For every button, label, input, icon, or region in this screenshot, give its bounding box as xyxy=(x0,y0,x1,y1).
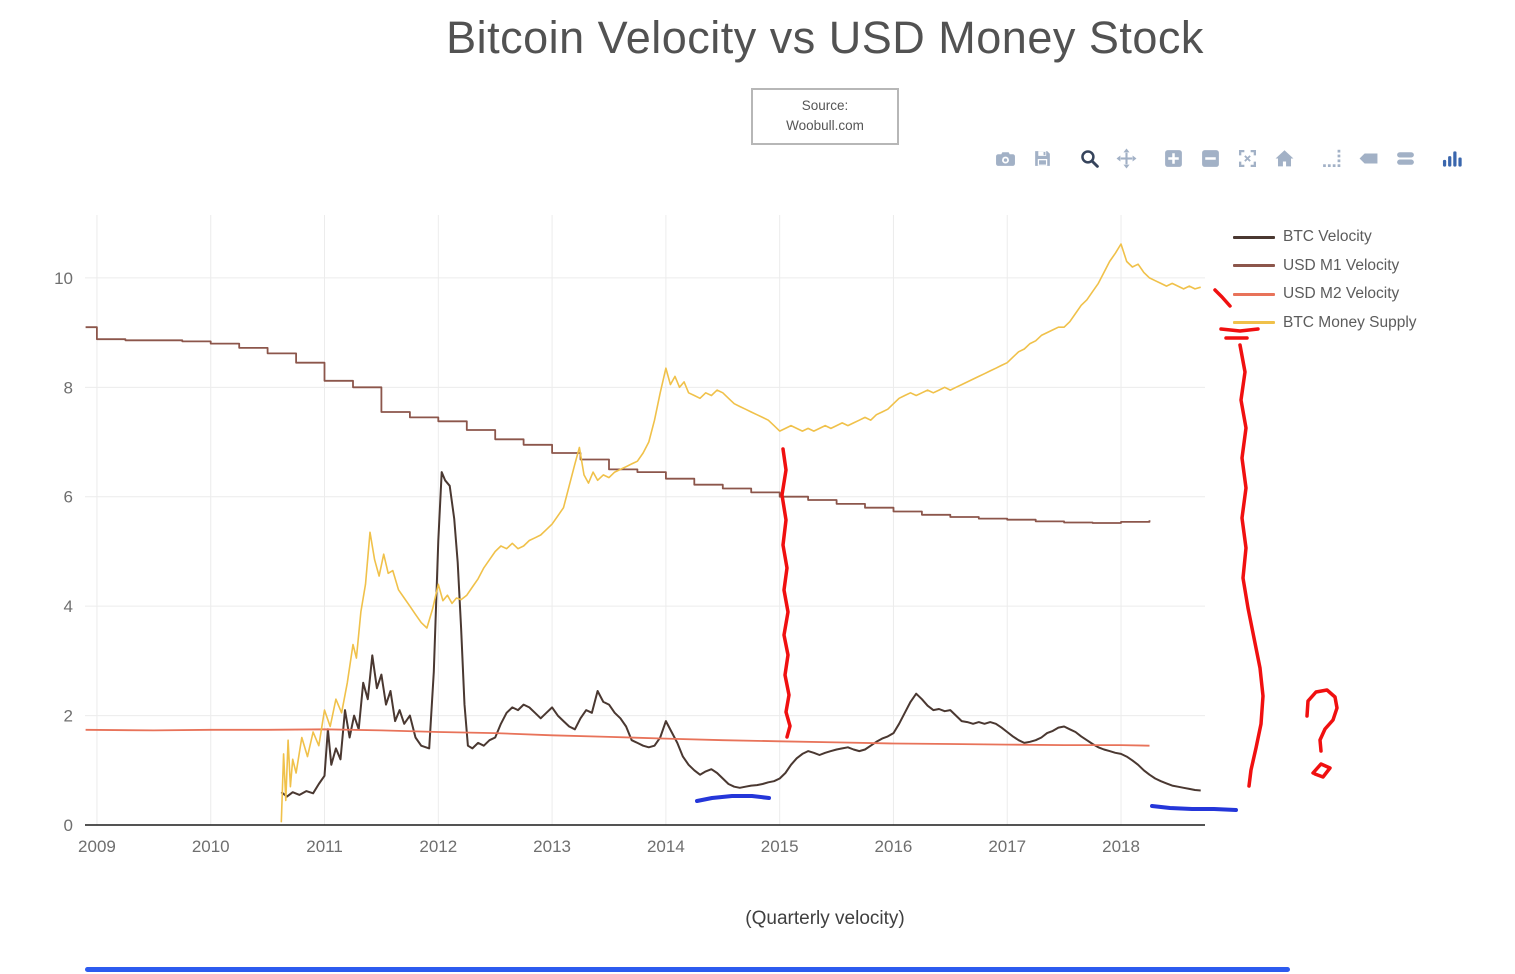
legend-item-usd-m1-velocity[interactable]: USD M1 Velocity xyxy=(1233,252,1417,281)
source-box: Source: Woobull.com xyxy=(751,88,899,145)
hover-closest-icon[interactable] xyxy=(1358,148,1379,169)
plotly-modebar xyxy=(995,148,1479,169)
x-tick-label: 2013 xyxy=(533,837,571,856)
legend-label: BTC Money Supply xyxy=(1283,313,1417,331)
zoom-icon[interactable] xyxy=(1079,148,1100,169)
annotation-blue-mark-2014 xyxy=(695,794,771,803)
legend-label: USD M2 Velocity xyxy=(1283,285,1400,303)
annotation-red-long-vertical-line xyxy=(1238,343,1265,788)
save-icon[interactable] xyxy=(1032,148,1053,169)
x-tick-label: 2009 xyxy=(78,837,116,856)
zoom-in-icon[interactable] xyxy=(1163,148,1184,169)
legend-item-btc-money-supply[interactable]: BTC Money Supply xyxy=(1233,309,1417,338)
legend-swatch xyxy=(1233,264,1275,268)
x-tick-label: 2018 xyxy=(1102,837,1140,856)
y-tick-label: 6 xyxy=(64,488,73,507)
pan-icon[interactable] xyxy=(1116,148,1137,169)
source-value: Woobull.com xyxy=(786,118,864,134)
annotation-red-question-mark-dot xyxy=(1311,762,1332,779)
page-title: Bitcoin Velocity vs USD Money Stock xyxy=(446,12,1204,63)
x-tick-label: 2011 xyxy=(306,837,343,856)
legend-label: BTC Velocity xyxy=(1283,228,1372,246)
source-label: Source: xyxy=(801,98,849,113)
camera-icon[interactable] xyxy=(995,148,1016,169)
x-tick-label: 2015 xyxy=(761,837,799,856)
y-tick-label: 4 xyxy=(64,597,73,616)
legend-label: USD M1 Velocity xyxy=(1283,256,1400,274)
legend-swatch xyxy=(1233,235,1275,239)
plotly-logo-icon[interactable] xyxy=(1442,148,1463,169)
y-tick-label: 0 xyxy=(64,816,73,835)
zoom-out-icon[interactable] xyxy=(1200,148,1221,169)
series-line-btc-velocity xyxy=(280,471,1201,798)
x-tick-label: 2010 xyxy=(192,837,230,856)
reset-axes-home-icon[interactable] xyxy=(1274,148,1295,169)
series-line-usd-m2-velocity xyxy=(85,728,1150,747)
toggle-spikelines-icon[interactable] xyxy=(1321,148,1342,169)
annotation-red-underline-1 xyxy=(1219,327,1260,333)
y-tick-label: 10 xyxy=(54,269,73,288)
y-tick-label: 2 xyxy=(64,707,73,726)
annotation-red-slash-near-legend xyxy=(1213,288,1232,308)
bottom-blue-line xyxy=(85,967,1290,972)
legend-item-btc-velocity[interactable]: BTC Velocity xyxy=(1233,223,1417,252)
x-tick-label: 2012 xyxy=(419,837,457,856)
legend-swatch xyxy=(1233,321,1275,325)
y-tick-label: 8 xyxy=(64,378,73,397)
autoscale-icon[interactable] xyxy=(1237,148,1258,169)
x-tick-label: 2014 xyxy=(647,837,685,856)
x-axis-title: (Quarterly velocity) xyxy=(745,908,905,929)
legend-item-usd-m2-velocity[interactable]: USD M2 Velocity xyxy=(1233,280,1417,309)
x-tick-label: 2017 xyxy=(988,837,1026,856)
annotation-red-vertical-line-2015 xyxy=(780,447,792,739)
annotation-blue-mark-2018 xyxy=(1150,804,1238,812)
annotation-red-question-mark xyxy=(1305,688,1339,753)
x-tick-label: 2016 xyxy=(875,837,913,856)
hover-compare-icon[interactable] xyxy=(1395,148,1416,169)
legend-swatch xyxy=(1233,292,1275,296)
series-line-btc-money-supply xyxy=(280,243,1201,823)
legend: BTC Velocity USD M1 Velocity USD M2 Veloci… xyxy=(1233,223,1417,337)
series-line-usd-m1-velocity xyxy=(85,326,1151,524)
